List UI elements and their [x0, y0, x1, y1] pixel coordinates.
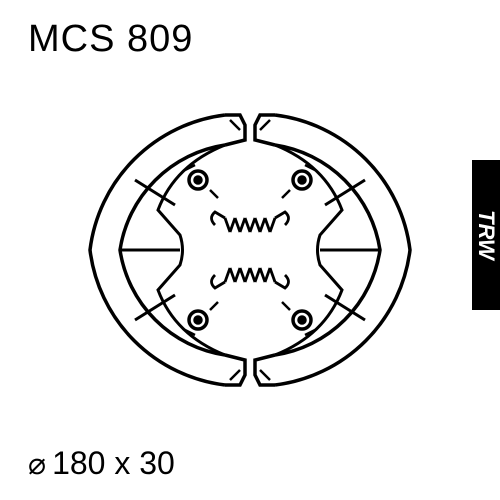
diameter-symbol: ⌀: [28, 448, 46, 481]
product-card: MCS 809: [0, 0, 500, 500]
dimension-value: 180 x 30: [52, 445, 175, 481]
return-springs: [212, 212, 289, 288]
left-brake-shoe: [90, 115, 245, 385]
product-model: MCS 809: [28, 18, 193, 61]
product-dimensions: ⌀180 x 30: [28, 445, 175, 482]
right-brake-shoe: [255, 115, 410, 385]
technical-drawing: [30, 70, 470, 430]
brand-label: TRW: [472, 160, 500, 310]
